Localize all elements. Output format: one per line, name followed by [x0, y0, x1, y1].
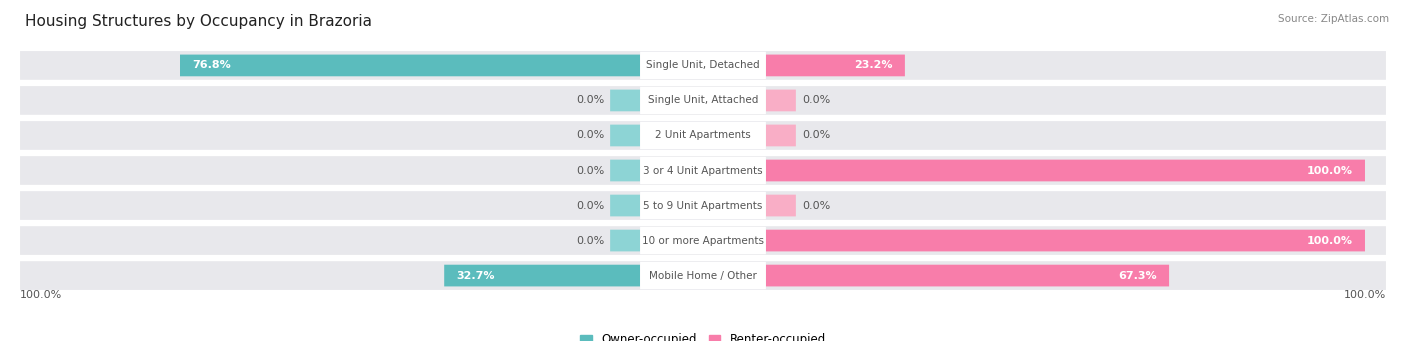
FancyBboxPatch shape — [766, 90, 796, 111]
Text: 0.0%: 0.0% — [576, 95, 605, 105]
FancyBboxPatch shape — [610, 230, 640, 251]
Legend: Owner-occupied, Renter-occupied: Owner-occupied, Renter-occupied — [575, 329, 831, 341]
FancyBboxPatch shape — [610, 160, 640, 181]
Text: 0.0%: 0.0% — [801, 201, 830, 210]
Text: 0.0%: 0.0% — [576, 236, 605, 246]
Text: 0.0%: 0.0% — [576, 201, 605, 210]
FancyBboxPatch shape — [640, 157, 766, 184]
FancyBboxPatch shape — [640, 122, 766, 149]
Text: 0.0%: 0.0% — [576, 131, 605, 140]
FancyBboxPatch shape — [766, 230, 1365, 251]
Text: Mobile Home / Other: Mobile Home / Other — [650, 270, 756, 281]
FancyBboxPatch shape — [20, 191, 1386, 220]
Text: 0.0%: 0.0% — [801, 131, 830, 140]
FancyBboxPatch shape — [766, 55, 905, 76]
Text: 100.0%: 100.0% — [20, 290, 62, 300]
FancyBboxPatch shape — [766, 195, 796, 217]
FancyBboxPatch shape — [180, 55, 640, 76]
Text: 0.0%: 0.0% — [801, 95, 830, 105]
Text: 3 or 4 Unit Apartments: 3 or 4 Unit Apartments — [643, 165, 763, 176]
FancyBboxPatch shape — [640, 227, 766, 254]
Text: 0.0%: 0.0% — [576, 165, 605, 176]
FancyBboxPatch shape — [640, 87, 766, 114]
Text: 10 or more Apartments: 10 or more Apartments — [643, 236, 763, 246]
Text: 100.0%: 100.0% — [1308, 165, 1353, 176]
FancyBboxPatch shape — [640, 192, 766, 219]
FancyBboxPatch shape — [766, 265, 1168, 286]
FancyBboxPatch shape — [20, 156, 1386, 185]
FancyBboxPatch shape — [610, 90, 640, 111]
FancyBboxPatch shape — [20, 86, 1386, 115]
FancyBboxPatch shape — [20, 226, 1386, 255]
FancyBboxPatch shape — [766, 124, 796, 146]
FancyBboxPatch shape — [640, 52, 766, 79]
Text: 32.7%: 32.7% — [456, 270, 495, 281]
Text: 100.0%: 100.0% — [1344, 290, 1386, 300]
FancyBboxPatch shape — [610, 124, 640, 146]
FancyBboxPatch shape — [20, 261, 1386, 290]
Text: 2 Unit Apartments: 2 Unit Apartments — [655, 131, 751, 140]
Text: Housing Structures by Occupancy in Brazoria: Housing Structures by Occupancy in Brazo… — [25, 14, 373, 29]
FancyBboxPatch shape — [766, 160, 1365, 181]
Text: 67.3%: 67.3% — [1119, 270, 1157, 281]
FancyBboxPatch shape — [640, 262, 766, 289]
FancyBboxPatch shape — [20, 51, 1386, 80]
Text: 76.8%: 76.8% — [193, 60, 231, 71]
FancyBboxPatch shape — [20, 121, 1386, 150]
Text: Source: ZipAtlas.com: Source: ZipAtlas.com — [1278, 14, 1389, 24]
Text: 100.0%: 100.0% — [1308, 236, 1353, 246]
Text: Single Unit, Detached: Single Unit, Detached — [647, 60, 759, 71]
FancyBboxPatch shape — [444, 265, 640, 286]
FancyBboxPatch shape — [610, 195, 640, 217]
Text: Single Unit, Attached: Single Unit, Attached — [648, 95, 758, 105]
Text: 23.2%: 23.2% — [855, 60, 893, 71]
Text: 5 to 9 Unit Apartments: 5 to 9 Unit Apartments — [644, 201, 762, 210]
